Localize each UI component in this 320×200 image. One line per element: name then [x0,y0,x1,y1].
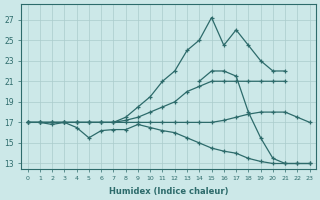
X-axis label: Humidex (Indice chaleur): Humidex (Indice chaleur) [109,187,228,196]
